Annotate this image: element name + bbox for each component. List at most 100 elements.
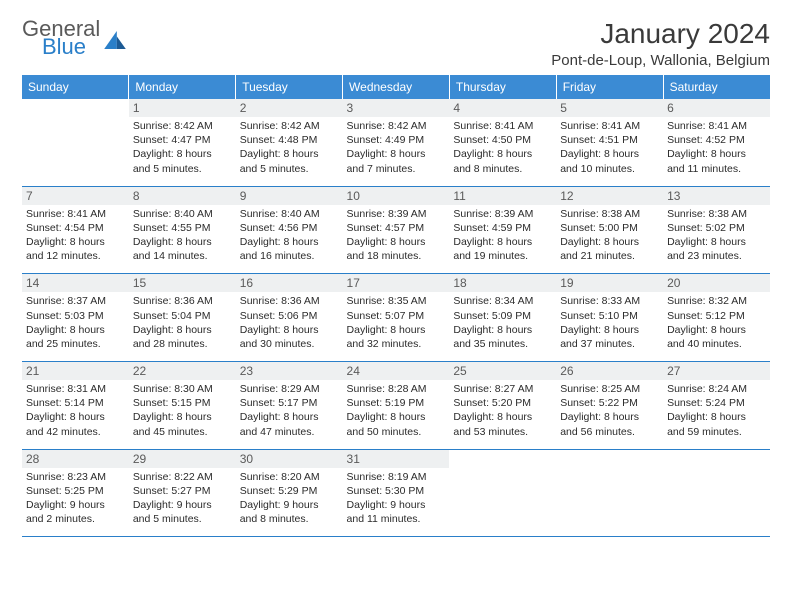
day-info: Sunrise: 8:41 AMSunset: 4:51 PMDaylight:…: [560, 119, 659, 176]
day-info: Sunrise: 8:27 AMSunset: 5:20 PMDaylight:…: [453, 382, 552, 439]
day-cell: 30Sunrise: 8:20 AMSunset: 5:29 PMDayligh…: [236, 449, 343, 537]
day-cell: [556, 449, 663, 537]
weekday-header: Tuesday: [236, 75, 343, 99]
day-info: Sunrise: 8:33 AMSunset: 5:10 PMDaylight:…: [560, 294, 659, 351]
day-cell: 7Sunrise: 8:41 AMSunset: 4:54 PMDaylight…: [22, 186, 129, 274]
day-info: Sunrise: 8:28 AMSunset: 5:19 PMDaylight:…: [347, 382, 446, 439]
day-cell: 17Sunrise: 8:35 AMSunset: 5:07 PMDayligh…: [343, 274, 450, 362]
day-cell: 13Sunrise: 8:38 AMSunset: 5:02 PMDayligh…: [663, 186, 770, 274]
day-cell: 11 Sunrise: 8:39 AMSunset: 4:59 PMDayligh…: [449, 186, 556, 274]
day-info: Sunrise: 8:41 AMSunset: 4:50 PMDaylight:…: [453, 119, 552, 176]
day-number: 21: [22, 362, 129, 380]
logo-word-2: Blue: [42, 36, 100, 58]
day-cell: 2 Sunrise: 8:42 AMSunset: 4:48 PMDaylight…: [236, 99, 343, 186]
day-number: 2: [236, 99, 343, 117]
day-number: 24: [343, 362, 450, 380]
day-cell: 31 Sunrise: 8:19 AMSunset: 5:30 PMDayligh…: [343, 449, 450, 537]
day-info: Sunrise: 8:42 AMSunset: 4:49 PMDaylight:…: [347, 119, 446, 176]
day-info: Sunrise: 8:30 AMSunset: 5:15 PMDaylight:…: [133, 382, 232, 439]
day-cell: 5 Sunrise: 8:41 AMSunset: 4:51 PMDaylight…: [556, 99, 663, 186]
calendar-table: SundayMondayTuesdayWednesdayThursdayFrid…: [22, 75, 770, 537]
day-number: 7: [22, 187, 129, 205]
day-cell: 8Sunrise: 8:40 AMSunset: 4:55 PMDaylight…: [129, 186, 236, 274]
day-cell: 26 Sunrise: 8:25 AMSunset: 5:22 PMDayligh…: [556, 362, 663, 450]
weekday-header-row: SundayMondayTuesdayWednesdayThursdayFrid…: [22, 75, 770, 99]
weekday-header: Monday: [129, 75, 236, 99]
day-info: Sunrise: 8:29 AMSunset: 5:17 PMDaylight:…: [240, 382, 339, 439]
day-number: 29: [129, 450, 236, 468]
day-number: 16: [236, 274, 343, 292]
weekday-header: Saturday: [663, 75, 770, 99]
day-info: Sunrise: 8:40 AMSunset: 4:56 PMDaylight:…: [240, 207, 339, 264]
day-number: 11: [449, 187, 556, 205]
day-number: 26: [556, 362, 663, 380]
day-number: 22: [129, 362, 236, 380]
day-cell: 10 Sunrise: 8:39 AMSunset: 4:57 PMDayligh…: [343, 186, 450, 274]
day-number: 4: [449, 99, 556, 117]
week-row: 7Sunrise: 8:41 AMSunset: 4:54 PMDaylight…: [22, 186, 770, 274]
day-cell: 3 Sunrise: 8:42 AMSunset: 4:49 PMDaylight…: [343, 99, 450, 186]
day-info: Sunrise: 8:25 AMSunset: 5:22 PMDaylight:…: [560, 382, 659, 439]
day-info: Sunrise: 8:23 AMSunset: 5:25 PMDaylight:…: [26, 470, 125, 527]
weekday-header: Thursday: [449, 75, 556, 99]
day-cell: 25 Sunrise: 8:27 AMSunset: 5:20 PMDayligh…: [449, 362, 556, 450]
day-cell: 14Sunrise: 8:37 AMSunset: 5:03 PMDayligh…: [22, 274, 129, 362]
header: General Blue January 2024 Pont-de-Loup, …: [22, 18, 770, 69]
logo-text: General Blue: [22, 18, 100, 58]
day-cell: 16 Sunrise: 8:36 AMSunset: 5:06 PMDayligh…: [236, 274, 343, 362]
day-number: 23: [236, 362, 343, 380]
page-title: January 2024: [551, 18, 770, 50]
week-row: 1 Sunrise: 8:42 AMSunset: 4:47 PMDaylight…: [22, 99, 770, 186]
day-cell: 24 Sunrise: 8:28 AMSunset: 5:19 PMDayligh…: [343, 362, 450, 450]
day-number: 1: [129, 99, 236, 117]
day-number: 6: [663, 99, 770, 117]
day-info: Sunrise: 8:35 AMSunset: 5:07 PMDaylight:…: [347, 294, 446, 351]
logo: General Blue: [22, 18, 126, 58]
day-number: 10: [343, 187, 450, 205]
day-info: Sunrise: 8:34 AMSunset: 5:09 PMDaylight:…: [453, 294, 552, 351]
day-cell: 4 Sunrise: 8:41 AMSunset: 4:50 PMDaylight…: [449, 99, 556, 186]
day-info: Sunrise: 8:22 AMSunset: 5:27 PMDaylight:…: [133, 470, 232, 527]
day-cell: 21Sunrise: 8:31 AMSunset: 5:14 PMDayligh…: [22, 362, 129, 450]
day-info: Sunrise: 8:42 AMSunset: 4:48 PMDaylight:…: [240, 119, 339, 176]
day-cell: [663, 449, 770, 537]
weekday-header: Friday: [556, 75, 663, 99]
calendar-page: General Blue January 2024 Pont-de-Loup, …: [0, 0, 792, 612]
day-info: Sunrise: 8:37 AMSunset: 5:03 PMDaylight:…: [26, 294, 125, 351]
day-cell: 12Sunrise: 8:38 AMSunset: 5:00 PMDayligh…: [556, 186, 663, 274]
day-cell: [22, 99, 129, 186]
day-info: Sunrise: 8:32 AMSunset: 5:12 PMDaylight:…: [667, 294, 766, 351]
day-cell: 28 Sunrise: 8:23 AMSunset: 5:25 PMDayligh…: [22, 449, 129, 537]
day-info: Sunrise: 8:19 AMSunset: 5:30 PMDaylight:…: [347, 470, 446, 527]
day-number: 18: [449, 274, 556, 292]
day-number: 3: [343, 99, 450, 117]
day-cell: 9 Sunrise: 8:40 AMSunset: 4:56 PMDaylight…: [236, 186, 343, 274]
day-cell: 6Sunrise: 8:41 AMSunset: 4:52 PMDaylight…: [663, 99, 770, 186]
triangle-icon: [104, 31, 126, 49]
day-number: 9: [236, 187, 343, 205]
weekday-header: Sunday: [22, 75, 129, 99]
day-cell: 15 Sunrise: 8:36 AMSunset: 5:04 PMDayligh…: [129, 274, 236, 362]
day-number: 5: [556, 99, 663, 117]
day-info: Sunrise: 8:36 AMSunset: 5:06 PMDaylight:…: [240, 294, 339, 351]
location-subtitle: Pont-de-Loup, Wallonia, Belgium: [551, 52, 770, 69]
day-cell: 20Sunrise: 8:32 AMSunset: 5:12 PMDayligh…: [663, 274, 770, 362]
day-info: Sunrise: 8:39 AMSunset: 4:59 PMDaylight:…: [453, 207, 552, 264]
day-info: Sunrise: 8:36 AMSunset: 5:04 PMDaylight:…: [133, 294, 232, 351]
day-cell: 29 Sunrise: 8:22 AMSunset: 5:27 PMDayligh…: [129, 449, 236, 537]
day-number: 15: [129, 274, 236, 292]
day-cell: 19Sunrise: 8:33 AMSunset: 5:10 PMDayligh…: [556, 274, 663, 362]
day-number: 31: [343, 450, 450, 468]
day-cell: 1 Sunrise: 8:42 AMSunset: 4:47 PMDaylight…: [129, 99, 236, 186]
weekday-header: Wednesday: [343, 75, 450, 99]
day-cell: 27Sunrise: 8:24 AMSunset: 5:24 PMDayligh…: [663, 362, 770, 450]
day-info: Sunrise: 8:24 AMSunset: 5:24 PMDaylight:…: [667, 382, 766, 439]
day-info: Sunrise: 8:39 AMSunset: 4:57 PMDaylight:…: [347, 207, 446, 264]
day-number: 25: [449, 362, 556, 380]
day-number: 30: [236, 450, 343, 468]
day-number: 28: [22, 450, 129, 468]
day-info: Sunrise: 8:42 AMSunset: 4:47 PMDaylight:…: [133, 119, 232, 176]
title-block: January 2024 Pont-de-Loup, Wallonia, Bel…: [551, 18, 770, 69]
week-row: 28 Sunrise: 8:23 AMSunset: 5:25 PMDayligh…: [22, 449, 770, 537]
week-row: 21Sunrise: 8:31 AMSunset: 5:14 PMDayligh…: [22, 362, 770, 450]
